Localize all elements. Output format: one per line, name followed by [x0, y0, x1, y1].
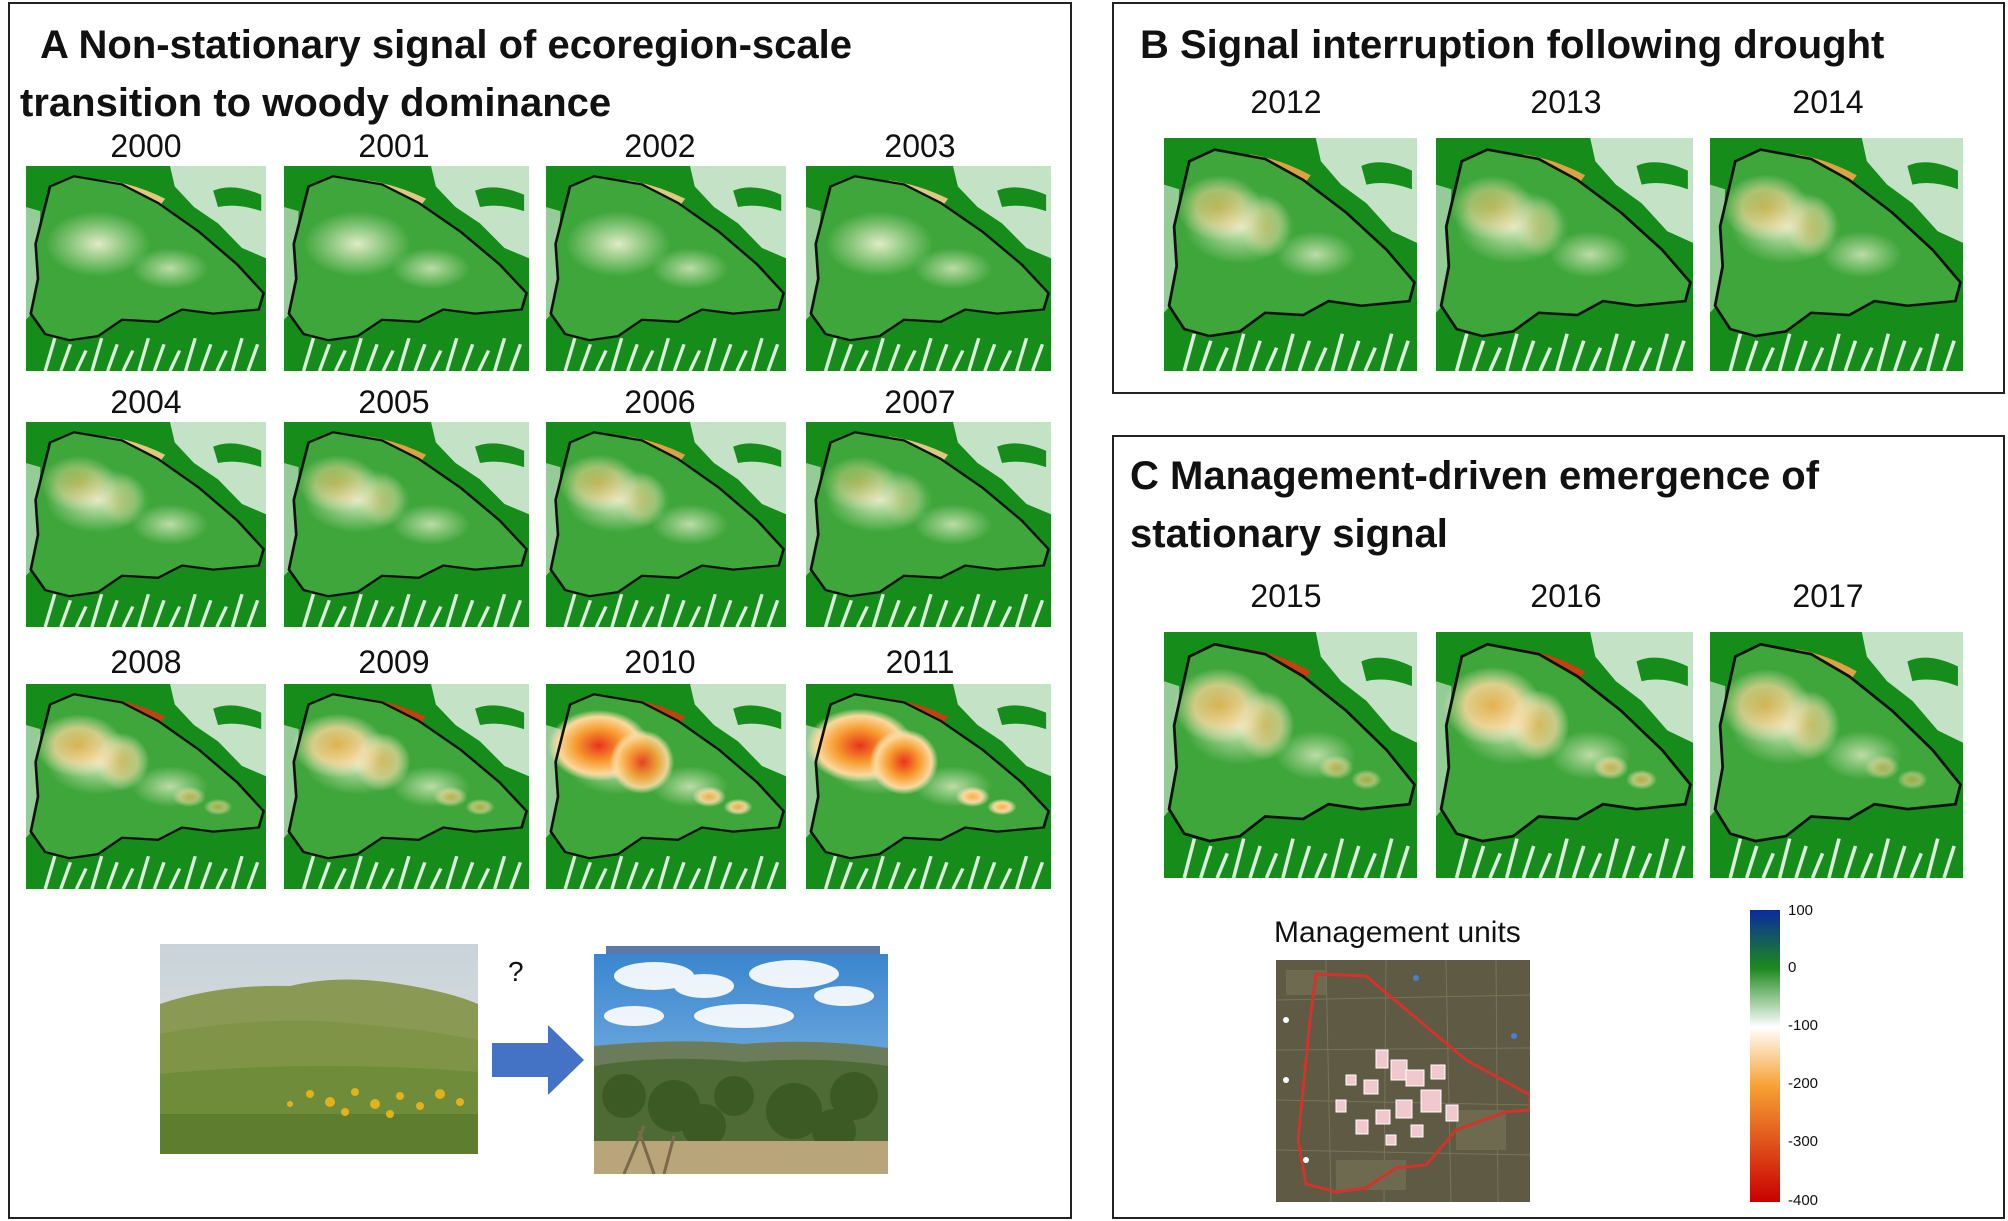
map-2002: [546, 166, 786, 371]
year-label-2001: 2001: [358, 128, 430, 164]
map-2011: [806, 684, 1051, 889]
map-2001: [284, 166, 529, 371]
map-2004: [26, 422, 266, 627]
management-units-map: [1276, 960, 1530, 1202]
panel-b-title: B Signal interruption following drought: [1140, 23, 1885, 67]
colorbar-tick-minus400: -400: [1788, 1192, 1819, 1209]
woodland-photo: [594, 946, 888, 1174]
question-mark: ?: [508, 956, 524, 987]
transition-arrow-icon: [492, 1025, 584, 1095]
year-label-2007: 2007: [884, 384, 956, 420]
year-label-2009: 2009: [358, 644, 430, 680]
year-label-2015: 2015: [1250, 578, 1322, 614]
panel-c-title-line2: stationary signal: [1130, 512, 1448, 556]
panel-c-title-line1: C Management-driven emergence of: [1130, 454, 1820, 498]
year-label-2013: 2013: [1530, 84, 1602, 120]
management-units-label: Management units: [1274, 916, 1521, 949]
colorbar-tick-minus100: -100: [1788, 1017, 1819, 1034]
map-2000: [26, 166, 266, 371]
map-2009: [284, 684, 529, 889]
map-2014: [1710, 138, 1963, 371]
map-2006: [546, 422, 786, 627]
map-2015: [1164, 632, 1417, 878]
year-label-2011: 2011: [885, 644, 955, 680]
year-label-2014: 2014: [1792, 84, 1864, 120]
year-label-2004: 2004: [110, 384, 182, 420]
year-label-2016: 2016: [1530, 578, 1602, 614]
panel-a-title-line1: A Non-stationary signal of ecoregion-sca…: [40, 23, 853, 67]
map-2016: [1436, 632, 1693, 878]
colorbar-tick-100: 100: [1788, 902, 1814, 919]
year-label-2008: 2008: [110, 644, 182, 680]
year-label-2010: 2010: [624, 644, 696, 680]
year-label-2006: 2006: [624, 384, 696, 420]
panel-a-title-line2: transition to woody dominance: [20, 81, 612, 125]
map-2012: [1164, 138, 1417, 371]
map-2007: [806, 422, 1051, 627]
map-2008: [26, 684, 266, 889]
colorbar: [1750, 910, 1780, 1202]
year-label-2002: 2002: [624, 128, 696, 164]
colorbar-tick-0: 0: [1788, 959, 1797, 976]
grassland-photo: [160, 944, 478, 1154]
year-label-2017: 2017: [1792, 578, 1864, 614]
colorbar-tick-minus200: -200: [1788, 1075, 1819, 1092]
map-2010: [546, 684, 786, 889]
map-2017: [1710, 632, 1963, 878]
map-2005: [284, 422, 529, 627]
colorbar-tick-minus300: -300: [1788, 1133, 1819, 1150]
year-label-2003: 2003: [884, 128, 956, 164]
map-2003: [806, 166, 1051, 371]
year-label-2000: 2000: [110, 128, 182, 164]
year-label-2012: 2012: [1250, 84, 1322, 120]
map-2013: [1436, 138, 1693, 371]
year-label-2005: 2005: [358, 384, 430, 420]
